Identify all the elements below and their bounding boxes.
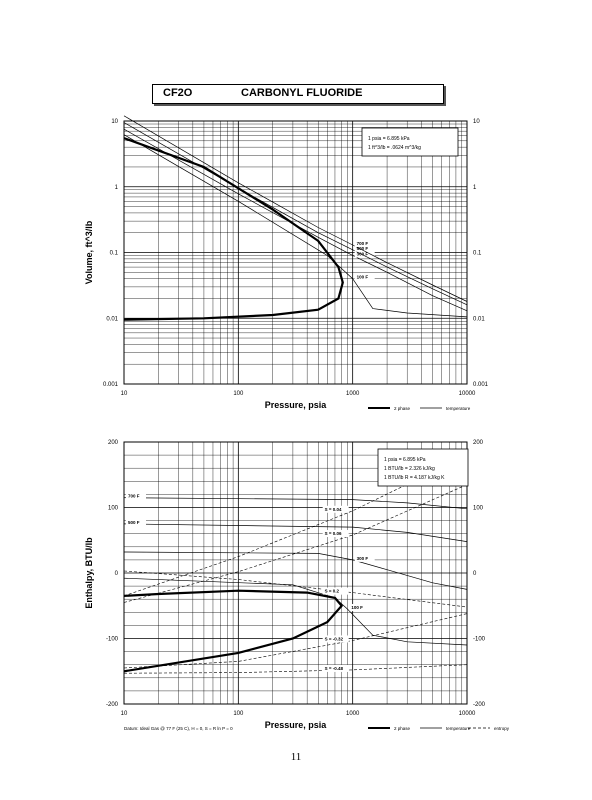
chart-title-box: CF2O CARBONYL FLUORIDE (152, 84, 444, 104)
plot2-isotherm-label: 500 F (128, 520, 140, 525)
plot2-xtick: 10000 (459, 711, 476, 717)
plot2-entropy-label-bg (322, 635, 349, 643)
plot2-isotherm-label: 300 F (357, 556, 369, 561)
plot2-isotherm (123, 551, 468, 590)
plot2-isotherm-label-bg (126, 518, 146, 526)
plot1-ytick-left: 0.1 (110, 251, 119, 257)
plot1-isotherm-label-bg (354, 250, 375, 258)
plot1-frame (123, 120, 468, 385)
plot2-isotherm-label-bg (126, 492, 146, 500)
plot1-ytick-right: 1 (473, 185, 477, 191)
plot1-isotherm-label-bg (354, 244, 375, 252)
plot2-isotherm-label: 700 F (128, 494, 140, 499)
page-number: 11 (290, 751, 302, 763)
plot2-entropy-line (123, 613, 468, 669)
plot1-ytick-left: 0.001 (103, 382, 119, 388)
plot2-isotherm (123, 497, 468, 510)
plot2-entropy-label: S = 0.06 (325, 531, 342, 536)
plot1-xtick: 1000 (346, 391, 360, 397)
plot2-entropy-label: S = -0.32 (325, 636, 344, 641)
compound-name: CARBONYL FLUORIDE (241, 87, 363, 99)
plot1-ylabel: Volume, ft^3/lb (84, 220, 94, 284)
plot2-two-phase-dome (123, 589, 344, 673)
plot2-entropy-line (123, 664, 468, 674)
plot2-entropy-label-bg (322, 664, 349, 672)
plot1-ytick-right: 0.001 (473, 382, 489, 388)
plot2-ytick-right: 0 (473, 571, 477, 577)
plot2-ytick-right: 200 (473, 440, 484, 446)
plot1-isotherm-label: 300 F (357, 252, 369, 257)
plot2-entropy-label-bg (322, 587, 349, 595)
plot2-xtick: 10 (121, 711, 128, 717)
plot1-isotherm (123, 115, 468, 302)
plot2-isotherm (123, 523, 468, 542)
plot1-ytick-right: 0.1 (473, 251, 482, 257)
plot1-info-line: 1 psia = 6.895 kPa (368, 136, 410, 142)
plot2-isotherm (123, 577, 468, 646)
plot2-entropy-line (123, 484, 468, 603)
plot2-ytick-left: 200 (108, 440, 119, 446)
plot1-isotherm (123, 128, 468, 312)
plot1-ytick-right: 0.01 (473, 316, 485, 322)
plot2-info-line: 1 BTU/lb R = 4.187 kJ/kg K (384, 475, 445, 481)
plot2-entropy-label-bg (322, 505, 349, 513)
plot1-isotherm (123, 134, 468, 318)
plot1-xlabel: Pressure, psia (265, 400, 328, 410)
plot2-ytick-right: 100 (473, 506, 484, 512)
plot2-entropy-line (123, 570, 468, 608)
plot1-legend-label: 2 phase (394, 406, 411, 411)
plot2-ytick-left: -100 (106, 637, 119, 643)
plot2-info-line: 1 BTU/lb = 2.326 kJ/kg (384, 466, 435, 472)
compound-code: CF2O (163, 87, 193, 99)
plot1-isotherm-label: 700 F (357, 241, 369, 246)
plot2-ylabel: Enthalpy, BTU/lb (84, 537, 94, 609)
plot2-entropy-label: S = 0.04 (325, 507, 342, 512)
plot2-ytick-left: 100 (108, 506, 119, 512)
plot2-isotherm-label: 100 F (351, 605, 363, 610)
plot2-entropy-label-bg (322, 530, 349, 538)
plot1-xtick: 10 (121, 391, 128, 397)
plot2-xtick: 1000 (346, 711, 360, 717)
plot2-legend-label: entropy (494, 726, 510, 731)
plot2-ytick-right: -200 (473, 702, 486, 708)
plot2-entropy-label: S = -0.48 (325, 666, 344, 671)
plot1-isotherm-label: 100 F (357, 275, 369, 280)
plot1-xtick: 10000 (459, 391, 476, 397)
plot2-footnote: Datum: Ideal Gas @ 77 F (25 C), H = 0, S… (124, 726, 233, 731)
plot2-frame (123, 441, 468, 705)
plot2-info-line: 1 psia = 6.895 kPa (384, 457, 426, 463)
plot1-ytick-right: 10 (473, 119, 480, 125)
plot1-isotherm-label: 500 F (357, 246, 369, 251)
plot1-isotherm-label-bg (354, 240, 375, 248)
plot2-ytick-left: 0 (115, 571, 119, 577)
plot2-ytick-left: -200 (106, 702, 119, 708)
plot2-isotherm-label-bg (354, 554, 375, 562)
plot2-xtick: 100 (233, 711, 244, 717)
plot1-ytick-left: 1 (115, 185, 119, 191)
plot2-legend-label: 2 phase (394, 726, 411, 731)
plot1-info-line: 1 ft^3/lb = .0624 m^3/kg (368, 145, 421, 151)
plot1-info-box (361, 127, 459, 157)
plot2-legend-label: temperature (446, 726, 471, 731)
plot2-info-box (377, 448, 469, 487)
plot2-isotherm-label-bg (349, 604, 370, 612)
plot1-xtick: 100 (233, 391, 244, 397)
plot2-xlabel: Pressure, psia (265, 720, 328, 730)
plot2-entropy-label: S = 0.2 (325, 589, 340, 594)
plot1-ytick-left: 10 (111, 119, 118, 125)
plot1-ytick-left: 0.01 (106, 316, 118, 322)
plot1-isotherm-label-bg (354, 273, 375, 281)
plot1-legend-label: temperature (446, 406, 471, 411)
plot2-ytick-right: -100 (473, 637, 486, 643)
plot1-two-phase-dome (123, 137, 344, 321)
